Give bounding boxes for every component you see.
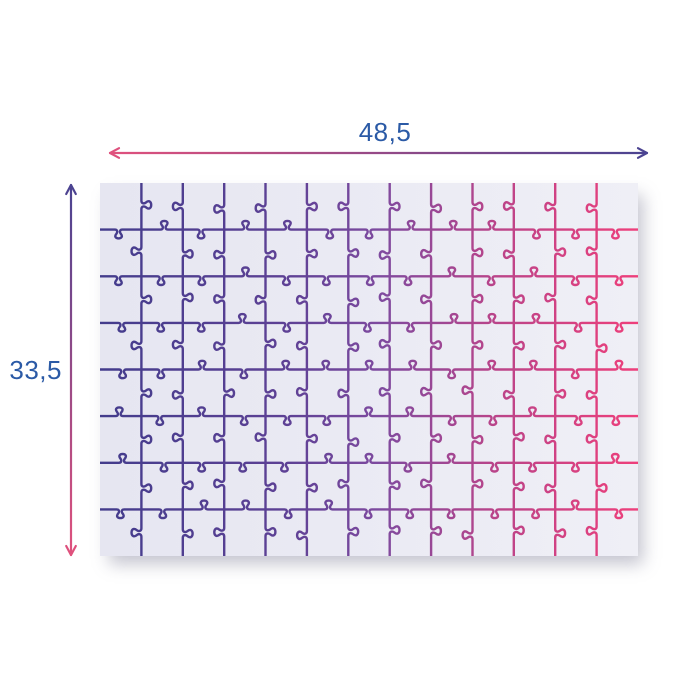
width-arrow (108, 147, 649, 159)
puzzle-sheet (100, 183, 638, 556)
width-dimension-label: 48,5 (358, 117, 412, 147)
height-arrow (65, 183, 77, 557)
puzzle-grid (100, 183, 638, 556)
height-dimension-label: 33,5 (9, 355, 62, 385)
